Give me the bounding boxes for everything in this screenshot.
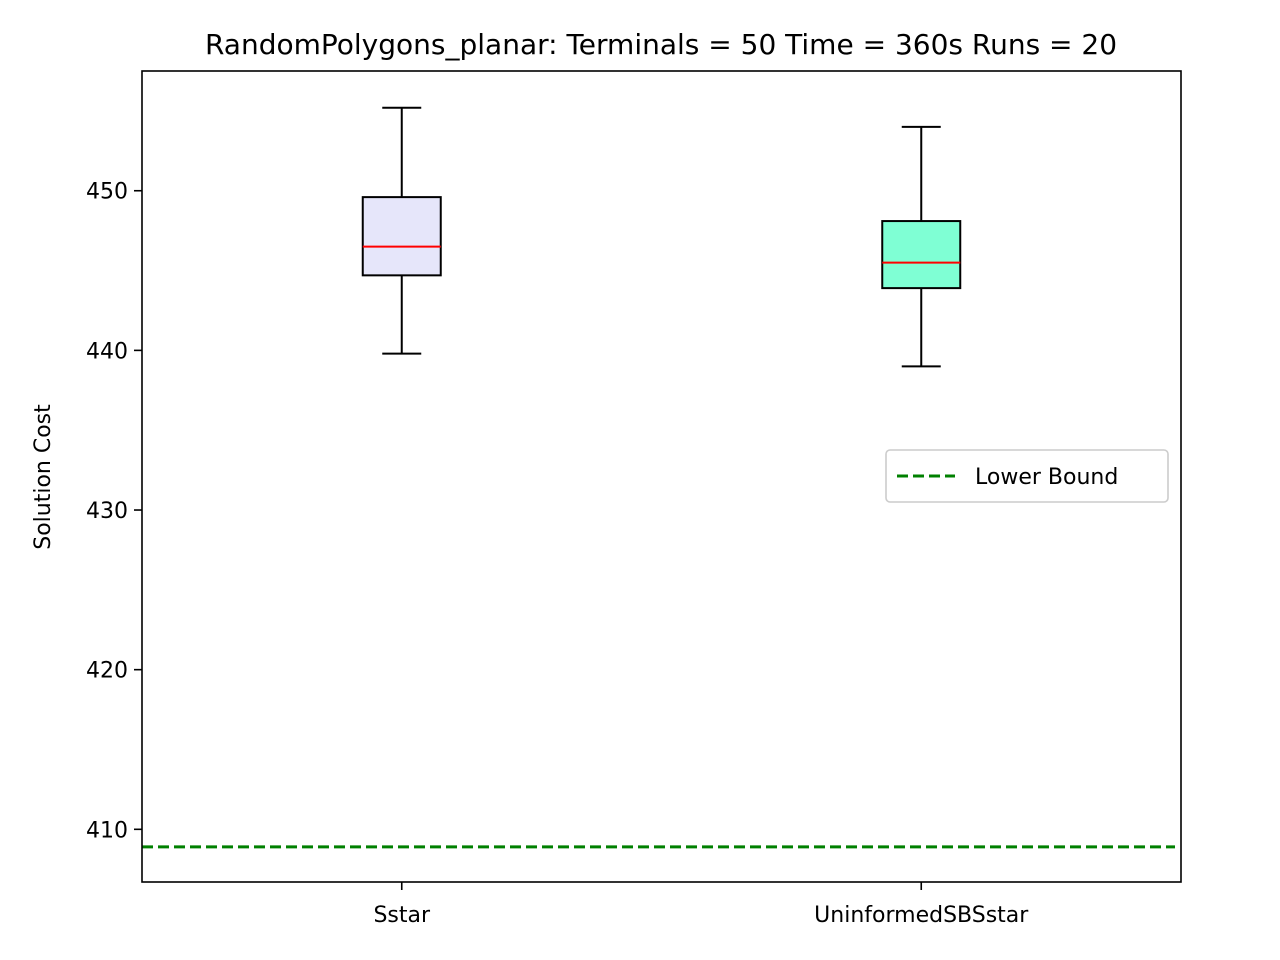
x-axis: Sstar UninformedSBSstar: [373, 882, 1029, 928]
y-axis-label: Solution Cost: [31, 404, 56, 550]
iqr-box: [881, 220, 962, 290]
legend-frame: [885, 449, 1169, 503]
y-tick-label: 430: [86, 499, 128, 524]
boxes-layer: [361, 106, 962, 368]
box-UninformedSBSstar: [881, 125, 962, 368]
box-Sstar: [361, 106, 442, 355]
chart-title: RandomPolygons_planar: Terminals = 50 Ti…: [205, 28, 1117, 61]
y-tick-label: 420: [86, 659, 128, 684]
plot-area-frame: [141, 70, 1182, 883]
iqr-box: [361, 196, 442, 277]
y-tick-label: 440: [86, 339, 128, 364]
x-tick-label: Sstar: [373, 903, 431, 928]
legend: Lower Bound: [885, 449, 1169, 503]
y-axis: 410 420 430 440 450: [86, 180, 142, 843]
y-tick-label: 450: [86, 180, 128, 205]
y-tick-label: 410: [86, 818, 128, 843]
x-tick-label: UninformedSBSstar: [814, 903, 1029, 928]
legend-label-lower-bound: Lower Bound: [975, 465, 1118, 490]
